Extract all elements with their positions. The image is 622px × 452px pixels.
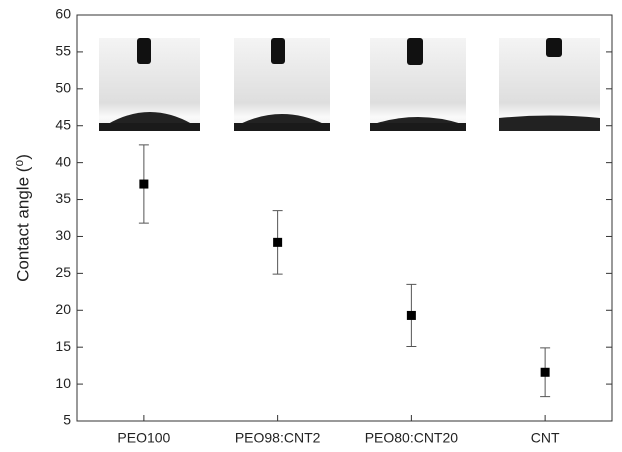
y-tick-label: 20 (55, 301, 71, 317)
y-tick-label: 15 (55, 338, 71, 354)
marker (540, 367, 550, 377)
x-tick-label: PEO98:CNT2 (235, 430, 321, 446)
x-tick-label: PEO100 (117, 430, 170, 446)
droplet-image (99, 38, 200, 131)
plot-frame (76, 14, 613, 422)
y-tick-label: 5 (63, 412, 71, 428)
y-tick-label: 40 (55, 153, 71, 169)
x-tick-label: PEO80:CNT20 (365, 430, 459, 446)
droplet-image (234, 38, 330, 131)
y-tick-label: 45 (55, 116, 71, 132)
y-axis-title: Contact angle (⁰) (13, 154, 32, 282)
y-tick-label: 35 (55, 190, 71, 206)
x-tick-label: CNT (531, 430, 560, 446)
y-tick-label: 25 (55, 264, 71, 280)
y-tick-label: 50 (55, 80, 71, 96)
y-tick-label: 55 (55, 43, 71, 59)
marker (273, 237, 283, 247)
y-tick-label: 60 (55, 6, 71, 22)
droplet-images (99, 38, 600, 131)
droplet-image (499, 38, 600, 131)
marker (139, 179, 149, 189)
marker (406, 310, 416, 320)
y-tick-label: 30 (55, 227, 71, 243)
y-tick-label: 10 (55, 375, 71, 391)
droplet-image (370, 38, 466, 131)
